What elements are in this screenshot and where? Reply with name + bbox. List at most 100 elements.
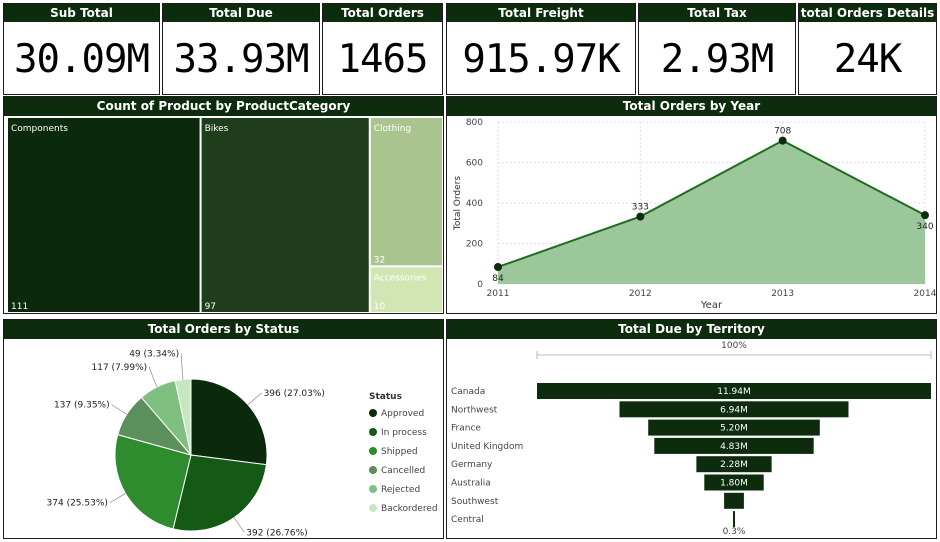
funnel-top-label: 100% [721, 341, 747, 351]
pie-slice-approved [190, 378, 268, 466]
legend-marker-backordered [369, 504, 377, 512]
y-tick-label-0: 0 [477, 280, 483, 290]
funnel-panel: Total Due by Territory 100% Canada 11.94M N… [446, 319, 937, 539]
treemap-value-components: 111 [11, 302, 28, 312]
treemap-label-clothing: Clothing [374, 124, 411, 134]
treemap-title: Count of Product by ProductCategory [4, 97, 443, 116]
treemap-rect-accessories [370, 267, 442, 312]
pie-title: Total Orders by Status [4, 320, 443, 339]
legend-label-rejected: Rejected [381, 485, 420, 495]
funnel-title: Total Due by Territory [447, 320, 936, 339]
pie-leader-rejected [148, 366, 158, 388]
pie-data-label-backordered: 49 (3.34%) [129, 350, 179, 360]
y-tick-label-600: 600 [466, 159, 483, 169]
funnel-value-northwest: 6.94M [720, 405, 748, 415]
funnel-value-canada: 11.94M [717, 387, 751, 397]
y-axis-title: Total Orders [453, 176, 463, 231]
legend-label-backordered: Backordered [381, 504, 438, 514]
pie-data-label-cancelled: 137 (9.35%) [54, 401, 110, 411]
funnel-chart: 100% Canada 11.94M Northwest 6.94M France 5.20… [451, 341, 932, 537]
kpi-title: Total Due [163, 4, 319, 22]
funnel-bar-central [733, 511, 735, 528]
pie-leader-cancelled [111, 404, 128, 415]
funnel-bar-germany [696, 456, 772, 473]
data-label-2014: 340 [916, 222, 933, 232]
funnel-category-canada: Canada [451, 387, 485, 397]
kpi-title: total Orders Details [799, 4, 936, 22]
funnel-bar-france [648, 419, 820, 436]
pie-chart: 396 (27.03%) 392 (26.76%) 374 (25.53%) 137 … [47, 350, 438, 539]
x-tick-label-2012: 2012 [629, 289, 652, 299]
x-axis-title: Year [700, 300, 723, 311]
funnel-category-france: France [451, 424, 481, 434]
funnel-category-southwest: Southwest [451, 497, 499, 507]
funnel-bar-canada [537, 383, 931, 399]
treemap-rect-clothing [370, 118, 442, 266]
pie-leader-approved [247, 392, 262, 406]
pie-data-label-approved: 396 (27.03%) [264, 389, 325, 399]
treemap-value-bikes: 97 [205, 302, 216, 312]
funnel-value-germany: 2.28M [720, 460, 748, 470]
pie-data-label-rejected: 117 (7.99%) [92, 363, 148, 373]
legend-marker-cancelled [369, 466, 377, 474]
funnel-bar-northwest [619, 401, 849, 418]
data-label-2013: 708 [774, 127, 791, 137]
kpi-title: Sub Total [4, 4, 159, 22]
pie-slice-in-process [172, 454, 267, 532]
kpi-card-total-orders-details: total Orders Details 24K [798, 3, 937, 95]
funnel-bottom-label: 0.3% [723, 527, 746, 537]
legend-marker-in-process [369, 428, 377, 436]
legend-title: Status [369, 392, 402, 402]
funnel-bar-southwest [724, 492, 744, 509]
kpi-value: 1465 [337, 36, 429, 82]
pie-slice-shipped [114, 434, 192, 530]
area-chart: 0 200 400 600 800 2011 2012 2013 2014 84 333 708 340… [453, 118, 937, 311]
kpi-value: 33.93M [173, 36, 310, 82]
funnel-category-australia: Australia [451, 479, 491, 489]
kpi-card-total-tax: Total Tax 2.93M [638, 3, 796, 95]
legend-marker-rejected [369, 485, 377, 493]
y-tick-label-400: 400 [466, 199, 483, 209]
treemap-value-accessories: 10 [374, 302, 386, 312]
funnel-bar-australia [704, 474, 764, 491]
kpi-value: 915.97K [462, 36, 620, 82]
legend-label-approved: Approved [381, 409, 424, 419]
area-line [497, 139, 926, 268]
funnel-category-germany: Germany [451, 460, 493, 470]
treemap-label-bikes: Bikes [205, 124, 229, 134]
kpi-value: 30.09M [14, 36, 150, 82]
legend-marker-approved [369, 409, 377, 417]
treemap-label-components: Components [11, 124, 68, 134]
kpi-title: Total Tax [639, 4, 795, 22]
data-point-2012 [636, 212, 645, 221]
area-panel: Total Orders by Year 0 200 400 600 800 2011 20… [446, 96, 937, 314]
pie-slice-backordered [174, 378, 192, 456]
y-tick-label-200: 200 [466, 240, 483, 250]
legend-label-shipped: Shipped [381, 447, 418, 457]
x-tick-label-2014: 2014 [914, 289, 936, 299]
treemap-panel: Count of Product by ProductCategory Comp… [3, 96, 444, 314]
kpi-title: Total Orders [323, 4, 442, 22]
data-label-2012: 333 [632, 203, 649, 213]
treemap-chart: Components 111 Bikes 97 Clothing 32 Accessorie… [8, 118, 442, 312]
area-fill [498, 140, 925, 284]
treemap-value-clothing: 32 [374, 255, 385, 265]
x-tick-label-2011: 2011 [487, 289, 510, 299]
data-point-2013 [778, 136, 787, 145]
funnel-value-australia: 1.80M [720, 479, 748, 489]
treemap-rect-bikes [201, 118, 369, 312]
pie-leader-shipped [109, 493, 126, 503]
data-point-2014 [921, 211, 929, 220]
pie-data-label-in-process: 392 (26.76%) [246, 528, 307, 538]
kpi-card-sub-total: Sub Total 30.09M [3, 3, 160, 95]
data-point-2011 [494, 262, 502, 271]
kpi-card-total-due: Total Due 33.93M [162, 3, 320, 95]
pie-data-label-shipped: 374 (25.53%) [47, 499, 108, 509]
area-title: Total Orders by Year [447, 97, 936, 116]
pie-panel: Total Orders by Status 396 (27.03%) 392 (… [3, 319, 444, 539]
kpi-card-total-freight: Total Freight 915.97K [446, 3, 636, 95]
kpi-title: Total Freight [447, 4, 635, 22]
legend-marker-shipped [369, 447, 377, 455]
funnel-category-central: Central [451, 515, 484, 525]
kpi-value: 2.93M [660, 36, 774, 82]
